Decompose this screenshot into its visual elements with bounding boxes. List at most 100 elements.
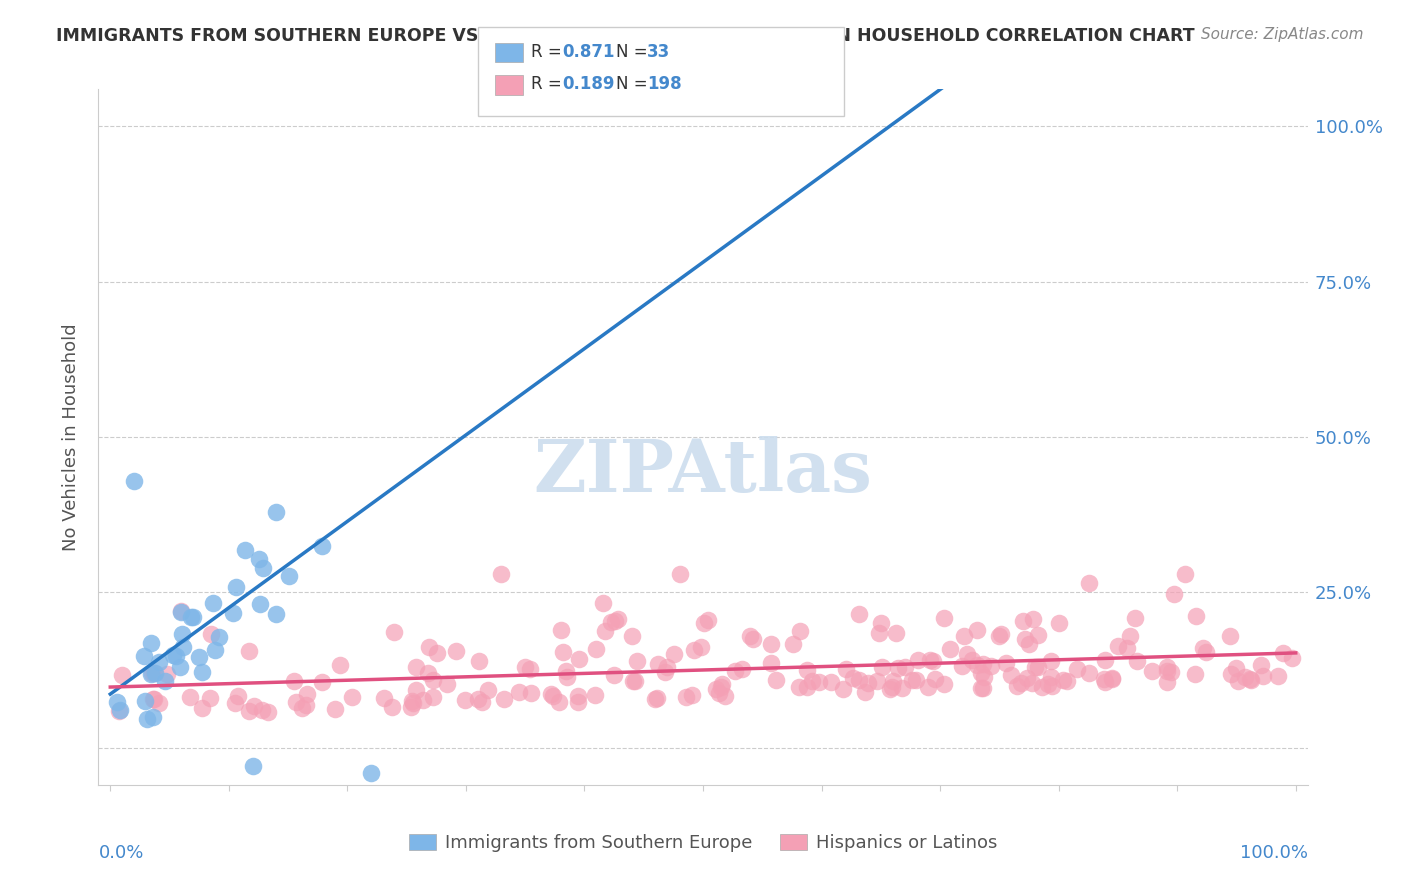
Point xyxy=(1077,576,1099,591)
Point xyxy=(932,676,955,690)
Text: 0.871: 0.871 xyxy=(562,43,614,61)
Point xyxy=(107,695,129,709)
Point xyxy=(323,702,346,716)
Point xyxy=(711,677,734,691)
Point xyxy=(662,648,685,662)
Point xyxy=(340,690,363,705)
Point xyxy=(787,681,810,695)
Point xyxy=(1156,675,1178,690)
Text: R =: R = xyxy=(531,75,568,93)
Point xyxy=(714,689,737,703)
Point xyxy=(543,689,565,703)
Point xyxy=(382,625,405,640)
Point xyxy=(832,682,855,697)
Point xyxy=(243,699,266,714)
Point xyxy=(592,596,614,610)
Point xyxy=(170,605,193,619)
Point xyxy=(190,700,212,714)
Point xyxy=(585,642,607,657)
Point xyxy=(264,505,287,519)
Point xyxy=(724,664,747,678)
Point xyxy=(1251,668,1274,682)
Point xyxy=(870,660,893,674)
Point xyxy=(681,688,703,702)
Point xyxy=(1039,655,1062,669)
Point xyxy=(606,612,628,626)
Point xyxy=(180,610,202,624)
Point xyxy=(848,673,870,687)
Point xyxy=(890,681,912,696)
Point xyxy=(820,675,842,690)
Point xyxy=(654,665,676,679)
Point xyxy=(972,657,994,672)
Point xyxy=(1156,660,1178,674)
Point xyxy=(887,661,910,675)
Point xyxy=(1225,661,1247,675)
Point xyxy=(835,662,858,676)
Point xyxy=(201,596,224,610)
Point xyxy=(422,690,444,705)
Point xyxy=(1101,672,1123,686)
Point xyxy=(494,692,516,706)
Point xyxy=(508,685,530,699)
Point xyxy=(418,640,440,655)
Point xyxy=(924,672,946,686)
Point xyxy=(1123,611,1146,625)
Point xyxy=(554,664,576,678)
Point xyxy=(1195,645,1218,659)
Point xyxy=(602,668,624,682)
Point xyxy=(165,649,187,664)
Point xyxy=(134,649,156,664)
Point xyxy=(329,658,352,673)
Point xyxy=(520,686,543,700)
Point xyxy=(879,681,901,696)
Point xyxy=(426,646,449,660)
Point xyxy=(436,677,458,691)
Point xyxy=(1092,673,1115,687)
Point xyxy=(956,647,979,661)
Point xyxy=(198,691,221,706)
Point xyxy=(108,703,131,717)
Point xyxy=(568,651,591,665)
Point xyxy=(256,705,278,719)
Point xyxy=(1026,628,1049,642)
Point xyxy=(471,695,494,709)
Point xyxy=(1040,670,1063,684)
Point xyxy=(1007,679,1029,693)
Point xyxy=(477,683,499,698)
Point xyxy=(142,692,165,706)
Point xyxy=(226,689,249,703)
Point xyxy=(153,673,176,688)
Point xyxy=(842,671,865,685)
Text: 0.0%: 0.0% xyxy=(98,844,143,862)
Point xyxy=(1010,676,1032,690)
Point xyxy=(901,673,924,687)
Point xyxy=(583,689,606,703)
Point xyxy=(904,673,927,688)
Point xyxy=(880,681,903,695)
Point xyxy=(548,695,571,709)
Point xyxy=(710,680,733,694)
Point xyxy=(593,624,616,638)
Point xyxy=(179,690,201,704)
Point xyxy=(172,627,194,641)
Y-axis label: No Vehicles in Household: No Vehicles in Household xyxy=(62,323,80,551)
Point xyxy=(966,623,988,637)
Point xyxy=(238,643,260,657)
Point xyxy=(141,667,163,681)
Point xyxy=(405,660,427,674)
Point xyxy=(402,696,425,710)
Point xyxy=(108,704,131,718)
Point xyxy=(866,674,889,689)
Point xyxy=(1052,673,1074,687)
Point xyxy=(600,615,623,629)
Point xyxy=(1031,680,1053,694)
Point xyxy=(980,658,1002,673)
Point xyxy=(1116,640,1139,655)
Point xyxy=(675,690,697,705)
Point xyxy=(740,629,762,643)
Point xyxy=(224,696,246,710)
Point xyxy=(1281,650,1303,665)
Point xyxy=(644,691,666,706)
Point xyxy=(1267,669,1289,683)
